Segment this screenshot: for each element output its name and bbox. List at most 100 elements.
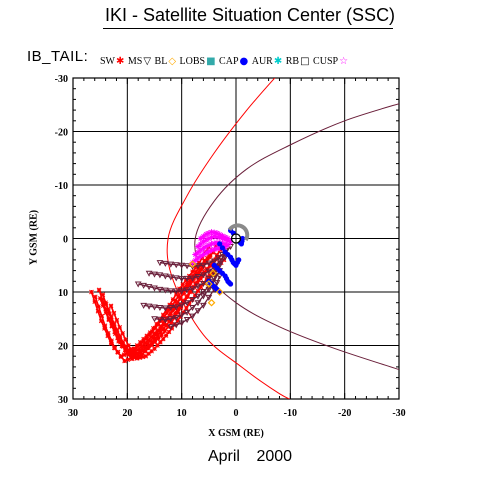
cusp-marker — [200, 245, 207, 252]
sw-marker — [96, 304, 101, 309]
cusp-marker — [208, 234, 215, 241]
sw-marker — [187, 277, 193, 282]
sw-marker — [160, 336, 166, 342]
ms-track — [154, 272, 218, 321]
cusp-marker — [213, 239, 220, 246]
sw-marker — [125, 357, 131, 362]
sw-marker — [143, 345, 149, 351]
sw-marker — [161, 314, 167, 320]
sw-marker — [167, 302, 173, 308]
legend-entry-sw: SW✱ — [100, 56, 124, 67]
ms-marker — [178, 288, 186, 295]
sw-marker — [98, 318, 104, 324]
ms-marker — [194, 283, 202, 290]
x-tick-label: 20 — [122, 408, 132, 419]
sw-marker — [176, 293, 181, 299]
cusp-marker — [224, 237, 231, 244]
sw-marker — [141, 336, 146, 342]
sw-marker — [175, 318, 181, 323]
cusp-marker — [227, 238, 234, 245]
sw-marker — [159, 332, 164, 338]
ms-marker — [156, 286, 164, 293]
month-label: April — [207, 448, 240, 465]
y-tick-label: 20 — [58, 342, 68, 353]
ms-marker — [167, 274, 175, 281]
sw-marker — [180, 282, 186, 287]
sw-marker — [110, 321, 116, 326]
ms-marker — [140, 302, 147, 309]
sw-marker — [164, 310, 170, 316]
sw-marker — [169, 326, 175, 331]
legend-entry-cusp: CUSP☆ — [313, 56, 348, 67]
date-caption: April 2000 — [0, 448, 500, 466]
ms-marker — [178, 302, 186, 309]
legend-entry-aur: AUR✱ — [252, 56, 283, 67]
bow-shock-line — [166, 78, 291, 399]
sw-marker — [95, 308, 101, 314]
sw-marker — [187, 282, 193, 288]
sw-marker — [177, 296, 183, 302]
legend-label: CUSP — [313, 56, 339, 67]
sw-marker — [175, 310, 181, 315]
square-icon: ■ — [206, 56, 216, 67]
sw-marker — [184, 305, 189, 311]
sw-marker — [190, 269, 195, 275]
legend-label: BL — [154, 56, 168, 67]
cusp-marker — [205, 248, 212, 255]
legend-label: AUR — [251, 56, 273, 67]
ms-marker — [178, 312, 186, 319]
cusp-marker — [192, 257, 199, 264]
sw-marker — [200, 265, 206, 271]
sw-marker — [89, 289, 94, 295]
sw-marker — [141, 344, 147, 350]
sw-marker — [144, 335, 149, 341]
x-tick-label: 10 — [177, 408, 187, 419]
legend: SW✱ MS▽ BL◇ LOBS■ CAP● AUR✱ RB□ CUSP☆ — [100, 56, 349, 67]
cusp-marker — [197, 241, 204, 248]
sw-marker — [140, 354, 146, 360]
ms-marker — [140, 282, 147, 289]
cusp-marker — [203, 237, 210, 244]
cusp-marker — [197, 253, 204, 260]
ms-marker — [183, 263, 191, 270]
ms-marker — [167, 324, 175, 331]
sw-marker — [142, 349, 148, 354]
cusp-marker — [194, 249, 201, 256]
ms-marker — [162, 305, 169, 312]
sw-marker — [134, 355, 140, 361]
cusp-marker — [216, 234, 223, 241]
sw-marker — [194, 271, 200, 277]
ms-marker — [183, 317, 191, 324]
sw-marker — [207, 273, 212, 278]
cusp-marker — [205, 242, 212, 249]
ms-marker — [183, 275, 191, 282]
sw-marker — [99, 313, 105, 319]
legend-label: MS — [127, 56, 143, 67]
ms-marker — [178, 320, 186, 327]
sw-marker — [173, 298, 178, 303]
ms-marker — [162, 260, 169, 267]
sw-marker — [183, 277, 189, 283]
ms-marker — [162, 317, 169, 324]
sw-marker — [164, 322, 169, 328]
sw-marker — [187, 289, 192, 295]
sw-marker — [198, 276, 204, 281]
title-underline — [103, 28, 393, 29]
ms-marker — [145, 303, 153, 310]
ms-marker — [194, 293, 202, 300]
sw-marker — [186, 301, 192, 307]
magnetopause-line — [194, 103, 399, 371]
sw-marker — [196, 265, 202, 271]
sw-marker — [149, 339, 155, 345]
ms-marker — [189, 296, 196, 304]
sw-marker — [117, 333, 123, 339]
sw-marker — [114, 317, 120, 323]
cusp-marker — [203, 249, 210, 256]
cusp-marker — [213, 245, 220, 252]
ms-marker — [172, 304, 180, 311]
ms-marker — [162, 287, 169, 294]
ms-marker — [156, 305, 164, 312]
legend-label: CAP — [219, 56, 239, 67]
bl-marker — [215, 288, 224, 296]
sw-marker — [217, 247, 223, 253]
